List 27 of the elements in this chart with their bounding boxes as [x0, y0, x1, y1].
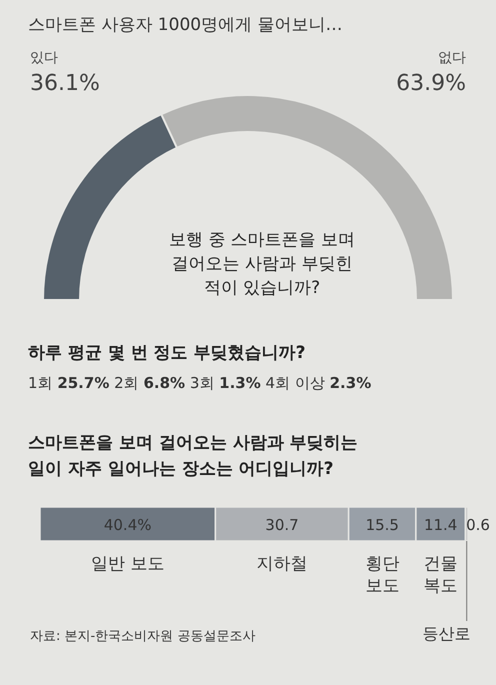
data-label: 2.3%	[330, 374, 372, 392]
slice-label: 없다	[438, 50, 466, 66]
series-label: 일반 보도	[90, 554, 164, 574]
data-label: 36.1%	[30, 71, 100, 96]
data-label: 15.5	[366, 516, 399, 534]
slice-label: 있다	[30, 50, 58, 66]
series-label: 지하철	[256, 554, 308, 574]
data-label: 0.6	[466, 516, 490, 534]
series-label: 횡단 보도	[365, 554, 400, 596]
data-label: 63.9%	[396, 71, 466, 96]
data-label: 25.7%	[57, 374, 110, 392]
text: 보행 중 스마트폰을 보며 걸어오는 사람과 부딪힌 적이 있습니까?	[168, 230, 356, 298]
data-label: 1.3%	[219, 374, 261, 392]
text: 하루 평균 몇 번 정도 부딪혔습니까?	[28, 343, 306, 363]
chart-title: 스마트폰을 보며 걸어오는 사람과 부딪히는 일이 자주 일어나는 장소는 어디입니까?	[28, 433, 358, 479]
data-label: 6.8%	[143, 374, 186, 392]
series-label: 건물 복도	[424, 554, 458, 596]
data-label: 40.4%	[104, 516, 152, 534]
text: 자료: 본지-한국소비자원 공동설문조사	[30, 629, 256, 644]
data-label: 30.7	[265, 516, 299, 534]
text: 등산로	[422, 624, 471, 643]
chart-title: 스마트폰 사용자 1000명에게 물어보니…	[28, 15, 342, 35]
data-label: 11.4	[424, 516, 458, 534]
category-label: 4회 이상	[260, 374, 330, 392]
category-label: 3회	[185, 374, 220, 392]
category-label: 2회	[109, 374, 144, 392]
category-label: 1회	[28, 374, 58, 392]
